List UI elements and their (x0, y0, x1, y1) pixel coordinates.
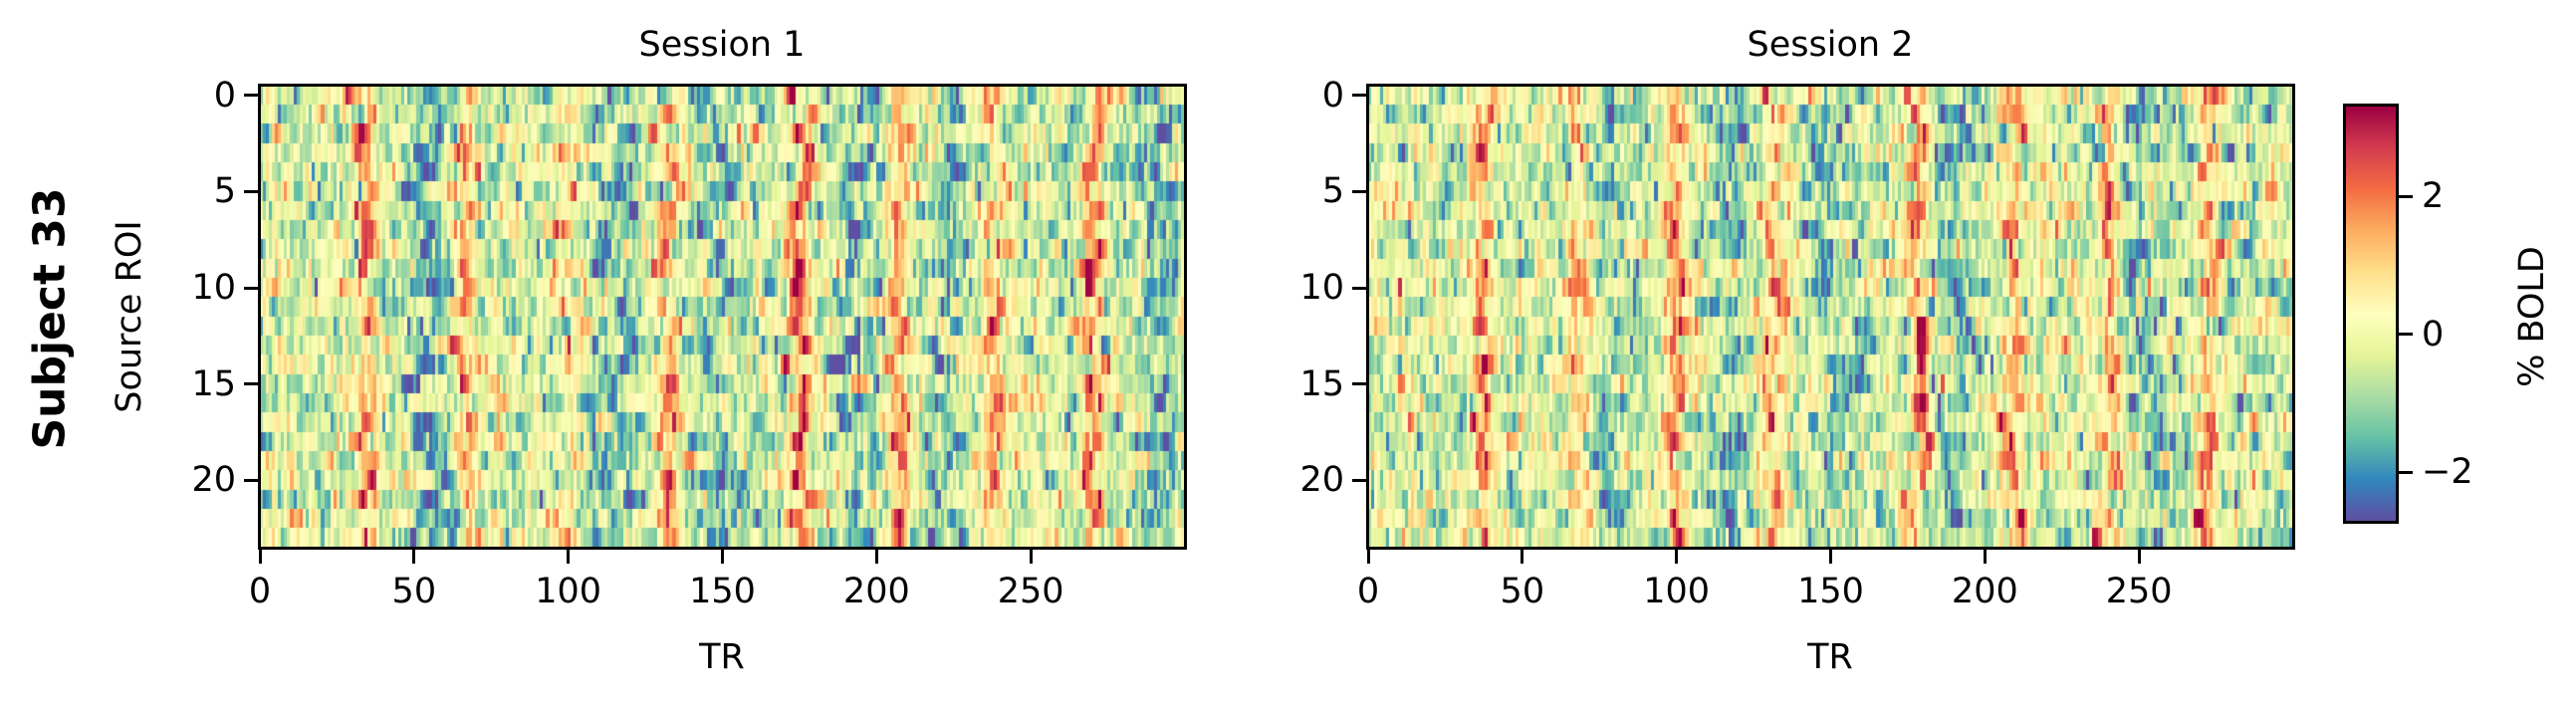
x-tick-label: 100 (1643, 572, 1711, 611)
y-tick (244, 478, 258, 482)
x-tick-label: 250 (997, 572, 1064, 611)
x-tick (2137, 550, 2141, 564)
colorbar-tick-label: 0 (2422, 314, 2445, 354)
y-tick (1352, 286, 1366, 290)
x-tick-label: 200 (1951, 572, 2018, 611)
y-tick-label: 0 (1321, 75, 1344, 116)
colorbar-label: % BOLD (2512, 246, 2552, 387)
x-tick-label: 150 (689, 572, 756, 611)
colorbar-tick (2399, 470, 2413, 474)
y-tick-label: 15 (1299, 363, 1344, 404)
y-tick (1352, 382, 1366, 386)
x-tick (1983, 550, 1987, 564)
x-tick (1675, 550, 1679, 564)
plot-frame (1366, 84, 2295, 550)
x-tick (258, 550, 262, 564)
y-tick-label: 15 (191, 363, 236, 404)
x-tick (874, 550, 878, 564)
x-tick (1829, 550, 1832, 564)
panel-title: Session 2 (1747, 25, 1914, 65)
x-tick-label: 200 (842, 572, 910, 611)
x-axis-label: TR (1807, 637, 1853, 677)
x-tick-label: 50 (1500, 572, 1545, 611)
x-tick-label: 100 (535, 572, 602, 611)
heatmap-canvas (1368, 86, 2293, 548)
y-tick-label: 5 (1321, 171, 1344, 212)
y-tick-label: 20 (191, 460, 236, 501)
x-tick (412, 550, 416, 564)
colorbar-tick (2399, 194, 2413, 198)
x-axis-label: TR (699, 637, 745, 677)
heatmap-canvas (260, 86, 1185, 548)
colorbar-tick (2399, 333, 2413, 337)
x-tick (1366, 550, 1370, 564)
colorbar-tick-label: 2 (2422, 176, 2445, 217)
y-tick (244, 189, 258, 193)
colorbar-gradient (2346, 107, 2396, 521)
y-axis-label: Source ROI (110, 220, 149, 413)
x-tick-label: 0 (1356, 572, 1380, 611)
x-tick-label: 150 (1797, 572, 1864, 611)
y-tick-label: 0 (213, 75, 236, 116)
y-tick (244, 382, 258, 386)
y-tick (1352, 478, 1366, 482)
x-tick-label: 250 (2105, 572, 2173, 611)
x-tick (1521, 550, 1524, 564)
y-tick-label: 10 (1299, 268, 1344, 308)
x-tick (1029, 550, 1033, 564)
subject-label: Subject 33 (24, 187, 76, 450)
y-tick-label: 20 (1299, 460, 1344, 501)
x-tick (721, 550, 724, 564)
colorbar-tick-label: −2 (2422, 452, 2473, 493)
colorbar-frame (2343, 104, 2399, 524)
y-tick-label: 10 (191, 268, 236, 308)
plot-frame (258, 84, 1187, 550)
x-tick-label: 50 (391, 572, 437, 611)
y-tick (1352, 94, 1366, 98)
y-tick (244, 94, 258, 98)
x-tick (567, 550, 571, 564)
panel-title: Session 1 (638, 25, 806, 65)
y-tick-label: 5 (213, 171, 236, 212)
x-tick-label: 0 (248, 572, 272, 611)
y-tick (244, 286, 258, 290)
y-tick (1352, 189, 1366, 193)
